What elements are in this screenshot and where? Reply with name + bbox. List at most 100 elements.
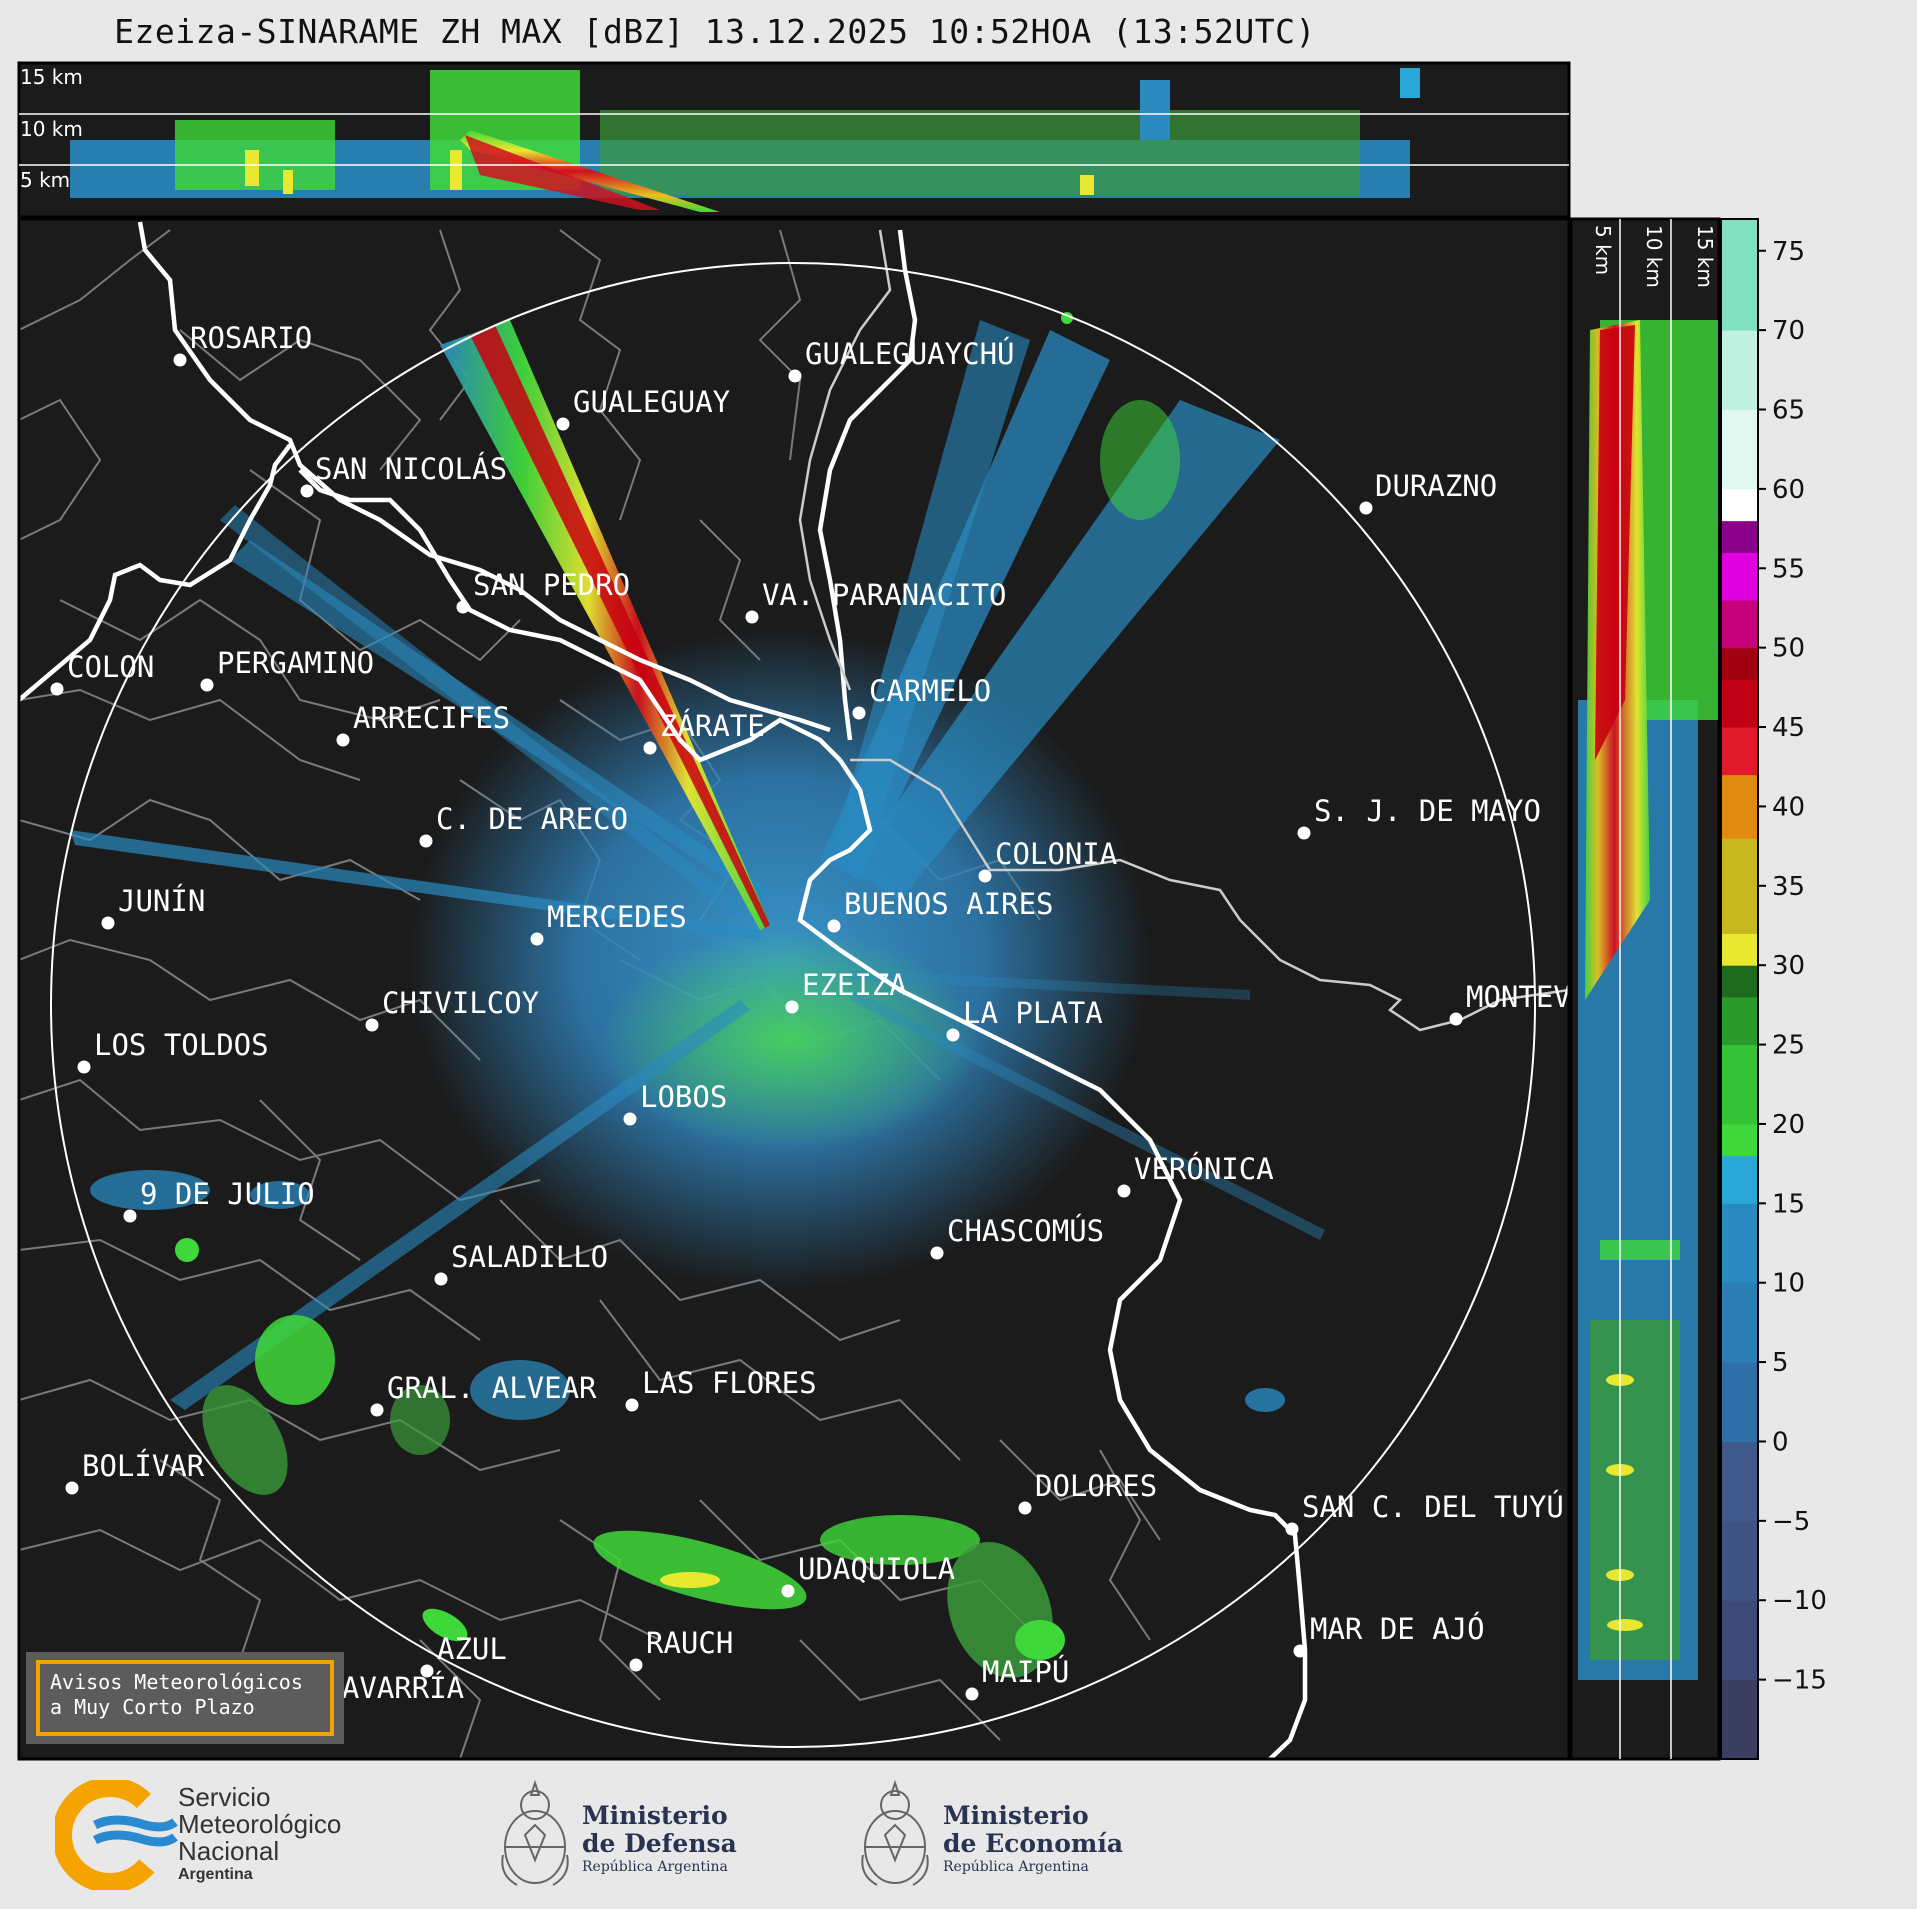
city-marker-gral-alvear [370, 1403, 384, 1417]
city-label-azul: AZUL [437, 1632, 507, 1666]
city-marker-bolivar [65, 1481, 79, 1495]
colorbar-tick-label: 35 [1772, 872, 1805, 902]
city-marker-mercedes [530, 932, 544, 946]
top-height-label-15: 15 km [20, 65, 83, 89]
colorbar-band [1721, 774, 1758, 839]
city-label-va-paranacito: VA. PARANACITO [762, 578, 1006, 612]
city-marker-san-nicolas [300, 484, 314, 498]
city-marker-s-j-de-mayo [1297, 826, 1311, 840]
city-markers: ROSARIO GUALEGUAYCHÚ GUALEGUAY SAN NICOLÁS D… [50, 321, 1569, 1717]
smn-line-2: Meteorológico [178, 1809, 342, 1839]
colorbar-band [1721, 219, 1758, 331]
city-label-colonia: COLONIA [995, 837, 1117, 871]
city-label-los-toldos: LOS TOLDOS [94, 1028, 269, 1062]
alert-box-frame[interactable]: Avisos Meteorológicos a Muy Corto Plazo [36, 1660, 334, 1736]
country-borders [798, 229, 1569, 1032]
city-marker-rosario [173, 353, 187, 367]
colorbar-band [1721, 1441, 1758, 1522]
city-label-rosario: ROSARIO [190, 321, 312, 355]
range-ring [50, 262, 1536, 1748]
colorbar-band [1721, 1282, 1758, 1363]
coastlines-rivers [19, 221, 1308, 1759]
city-label-saladillo: SALADILLO [451, 1240, 608, 1274]
city-label-colon: COLON [67, 650, 154, 684]
city-marker-san-c-del-tuyu [1285, 1522, 1299, 1536]
alert-box[interactable]: Avisos Meteorológicos a Muy Corto Plazo [26, 1652, 344, 1744]
city-label-gualeguaychu: GUALEGUAYCHÚ [805, 337, 1015, 371]
colorbar-band [1721, 488, 1758, 522]
colorbar-tick-label: 40 [1772, 792, 1805, 822]
city-marker-colon [50, 682, 64, 696]
city-marker-arrecifes [336, 733, 350, 747]
colorbar-band [1721, 1123, 1758, 1157]
colorbar-tick-label: 25 [1772, 1031, 1805, 1061]
city-marker-las-flores [625, 1398, 639, 1412]
city-label-san-nicolas: SAN NICOLÁS [315, 452, 507, 486]
colorbar-tick-label: 30 [1772, 951, 1805, 981]
colorbar-tick-label: 60 [1772, 475, 1805, 505]
city-label-lobos: LOBOS [640, 1080, 727, 1114]
city-marker-la-plata [946, 1028, 960, 1042]
city-label-udaquiola: UDAQUIOLA [798, 1552, 955, 1586]
city-marker-gualeguay [556, 417, 570, 431]
colorbar-band [1721, 1044, 1758, 1125]
economia-line-1: Ministerio [943, 1801, 1089, 1830]
colorbar-band [1721, 996, 1758, 1046]
city-marker-mar-de-ajo [1293, 1644, 1307, 1658]
storm-cells [90, 312, 1285, 1678]
map-title: Ezeiza-SINARAME ZH MAX [dBZ] 13.12.2025 … [114, 12, 1316, 51]
city-label-nueve-de-julio: 9 DE JULIO [140, 1177, 315, 1211]
economia-line-2: de Economía [943, 1829, 1124, 1858]
radar-echoes [70, 312, 1325, 1678]
city-label-gral-alvear: GRAL. ALVEAR [387, 1371, 597, 1405]
top-height-label-10: 10 km [20, 117, 83, 141]
colorbar-band [1721, 1155, 1758, 1204]
colorbar-tick-label: 55 [1772, 554, 1805, 584]
colorbar-tick-label: 45 [1772, 713, 1805, 743]
national-shield-icon [861, 1779, 929, 1886]
colorbar-tick-label: 5 [1772, 1348, 1789, 1378]
city-label-la-plata: LA PLATA [963, 996, 1103, 1030]
side-height-label-5: 5 km [1591, 225, 1615, 275]
colorbar-tick-label: 0 [1772, 1427, 1789, 1457]
colorbar-tick-label: 10 [1772, 1269, 1805, 1299]
city-label-chivilcoy: CHIVILCOY [382, 986, 539, 1020]
colorbar-band [1721, 330, 1758, 411]
city-label-pergamino: PERGAMINO [217, 646, 374, 680]
city-label-junin: JUNÍN [118, 884, 205, 918]
city-marker-ezeiza [785, 1000, 799, 1014]
city-label-arrecifes: ARRECIFES [353, 701, 510, 735]
city-label-san-c-del-tuyu: SAN C. DEL TUYÚ [1302, 1490, 1564, 1524]
colorbar-band [1721, 552, 1758, 601]
colorbar-band [1721, 965, 1758, 998]
city-label-gualeguay: GUALEGUAY [573, 385, 730, 419]
city-label-chascomus: CHASCOMÚS [947, 1214, 1104, 1248]
defensa-line-1: Ministerio [582, 1801, 728, 1830]
city-marker-san-pedro [456, 600, 470, 614]
colorbar-band [1721, 1600, 1758, 1681]
side-height-label-15: 15 km [1693, 225, 1717, 288]
city-marker-montevideo [1449, 1012, 1463, 1026]
city-marker-durazno [1359, 501, 1373, 515]
side-cross-section-panel: 5 km 10 km 15 km [1569, 217, 1721, 1761]
city-marker-saladillo [434, 1272, 448, 1286]
top-height-label-5: 5 km [20, 168, 70, 192]
city-label-durazno: DURAZNO [1375, 469, 1497, 503]
city-label-mar-de-ajo: MAR DE AJÓ [1310, 1612, 1485, 1646]
defensa-line-3: República Argentina [582, 1859, 728, 1875]
city-label-rauch: RAUCH [646, 1626, 733, 1660]
defensa-line-2: de Defensa [582, 1829, 737, 1858]
colorbar-band [1721, 1520, 1758, 1601]
smn-line-1: Servicio [178, 1782, 271, 1812]
top-cross-section-panel: 15 km 10 km 5 km [17, 61, 1571, 219]
colorbar-tick-label: 65 [1772, 396, 1805, 426]
colorbar-band [1721, 1679, 1758, 1760]
city-label-carmelo: CARMELO [869, 674, 991, 708]
city-marker-nueve-de-julio [123, 1209, 137, 1223]
city-marker-los-toldos [77, 1060, 91, 1074]
city-label-c-de-areco: C. DE ARECO [436, 802, 628, 836]
city-marker-udaquiola [781, 1584, 795, 1598]
colorbar-band [1721, 838, 1758, 934]
city-label-mercedes: MERCEDES [547, 900, 687, 934]
